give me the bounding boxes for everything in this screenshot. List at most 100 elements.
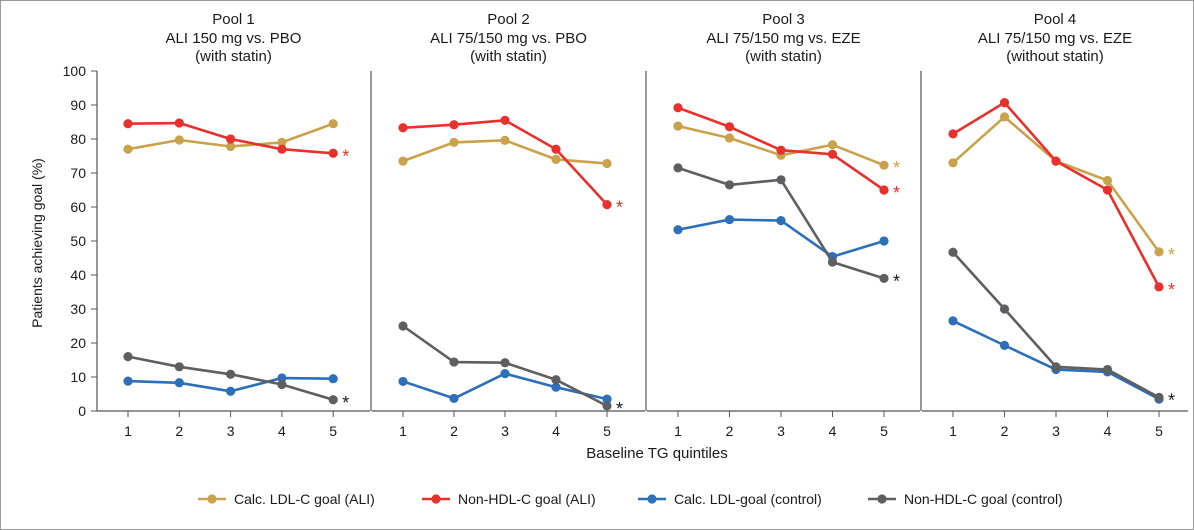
data-point [776, 175, 786, 185]
series-2: * [948, 98, 1175, 300]
x-tick-label: 1 [124, 423, 132, 439]
significance-asterisk: * [893, 158, 900, 178]
x-tick-label: 3 [1052, 423, 1060, 439]
significance-asterisk: * [616, 399, 623, 419]
data-point [174, 378, 184, 388]
data-point [1154, 247, 1164, 257]
data-point [602, 200, 612, 210]
panel-subtitle-statin: (without statin) [1006, 48, 1104, 65]
x-tick-label: 3 [777, 423, 785, 439]
data-point [398, 123, 408, 133]
data-point [948, 129, 958, 139]
data-point [500, 115, 510, 125]
data-point [724, 214, 735, 225]
data-point [449, 137, 459, 147]
legend-marker [647, 494, 657, 504]
data-point [673, 163, 683, 173]
significance-asterisk: * [342, 146, 349, 166]
legend-item: Non-HDL-C goal (control) [868, 491, 1063, 507]
data-point [449, 393, 459, 404]
data-point [449, 357, 459, 367]
significance-asterisk: * [1168, 245, 1175, 265]
data-point [999, 112, 1010, 122]
x-tick-label: 2 [175, 423, 183, 439]
data-point [551, 154, 561, 164]
data-point [500, 358, 510, 368]
x-tick-label: 3 [501, 423, 509, 439]
y-tick-label: 90 [70, 97, 86, 113]
x-tick-label: 1 [674, 423, 682, 439]
series-4: * [398, 321, 623, 419]
series-4: * [948, 247, 1175, 410]
data-point [827, 149, 838, 159]
data-point [1154, 392, 1164, 402]
x-tick-label: 4 [1104, 423, 1112, 439]
panel-subtitle-statin: (with statin) [745, 48, 822, 65]
data-point [226, 386, 236, 396]
data-point [328, 119, 338, 129]
y-tick-label: 0 [78, 403, 86, 419]
significance-asterisk: * [1168, 280, 1175, 300]
panel-2: Pool 2 ALI 75/150 mg vs. PBO(with statin)… [372, 11, 647, 439]
data-point [1102, 364, 1113, 375]
legend-item: Non-HDL-C goal (ALI) [422, 491, 596, 507]
legend-item: Calc. LDL-goal (control) [638, 491, 822, 507]
data-point [500, 369, 510, 379]
data-point [398, 156, 408, 166]
panel-title: Pool 2 [487, 11, 530, 28]
data-point [449, 120, 459, 130]
series-3 [673, 214, 889, 262]
y-axis: 0 10 20 30 40 50 60 70 80 90 100 [63, 63, 98, 419]
x-tick-label: 2 [1001, 423, 1009, 439]
significance-asterisk: * [616, 198, 623, 218]
y-tick-label: 50 [70, 233, 86, 249]
data-point [123, 352, 133, 362]
series-1 [123, 119, 338, 154]
panel-subtitle: ALI 75/150 mg vs. EZE [706, 30, 860, 47]
series-1 [398, 135, 612, 169]
data-point [827, 140, 838, 150]
data-point [776, 216, 786, 226]
x-tick-label: 5 [603, 423, 611, 439]
panel-subtitle-statin: (with statin) [195, 48, 272, 65]
data-point [948, 158, 958, 168]
x-tick-label: 2 [726, 423, 734, 439]
data-point [277, 144, 287, 154]
y-tick-label: 10 [70, 369, 86, 385]
significance-asterisk: * [1168, 390, 1175, 410]
data-point [776, 145, 786, 155]
data-point [277, 137, 287, 147]
panel-title: Pool 4 [1034, 11, 1077, 28]
panel-subtitle: ALI 150 mg vs. PBO [166, 30, 302, 47]
legend-marker [431, 494, 441, 504]
data-point [328, 148, 338, 158]
legend: Calc. LDL-C goal (ALI) Non-HDL-C goal (AL… [198, 491, 1063, 507]
y-tick-label: 40 [70, 267, 86, 283]
y-tick-label: 60 [70, 199, 86, 215]
data-point [226, 134, 236, 144]
data-point [328, 374, 338, 384]
data-point [277, 373, 287, 383]
data-point [724, 180, 735, 190]
legend-label: Calc. LDL-goal (control) [674, 491, 822, 507]
x-tick-label: 2 [450, 423, 458, 439]
data-point [551, 375, 561, 385]
data-point [328, 395, 338, 405]
panel-subtitle: ALI 75/150 mg vs. PBO [430, 30, 587, 47]
y-tick-label: 100 [63, 63, 87, 79]
data-point [602, 394, 612, 404]
data-point [500, 135, 510, 145]
data-point [879, 185, 889, 195]
series-2: * [123, 118, 349, 166]
data-point [1154, 282, 1164, 292]
legend-label: Non-HDL-C goal (control) [904, 491, 1063, 507]
data-point [226, 369, 236, 379]
panel-1: Pool 1 ALI 150 mg vs. PBO(with statin) 1 2 3… [97, 11, 372, 439]
series-3 [123, 373, 338, 396]
x-tick-label: 1 [399, 423, 407, 439]
series-4: * [123, 352, 349, 413]
data-point [174, 135, 184, 145]
data-point [551, 144, 561, 154]
